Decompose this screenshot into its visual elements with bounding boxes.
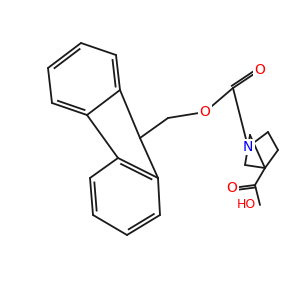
Text: O: O <box>200 105 210 119</box>
Text: O: O <box>255 63 266 77</box>
Text: HO: HO <box>237 199 256 212</box>
Text: O: O <box>226 181 237 195</box>
Text: N: N <box>243 140 253 154</box>
